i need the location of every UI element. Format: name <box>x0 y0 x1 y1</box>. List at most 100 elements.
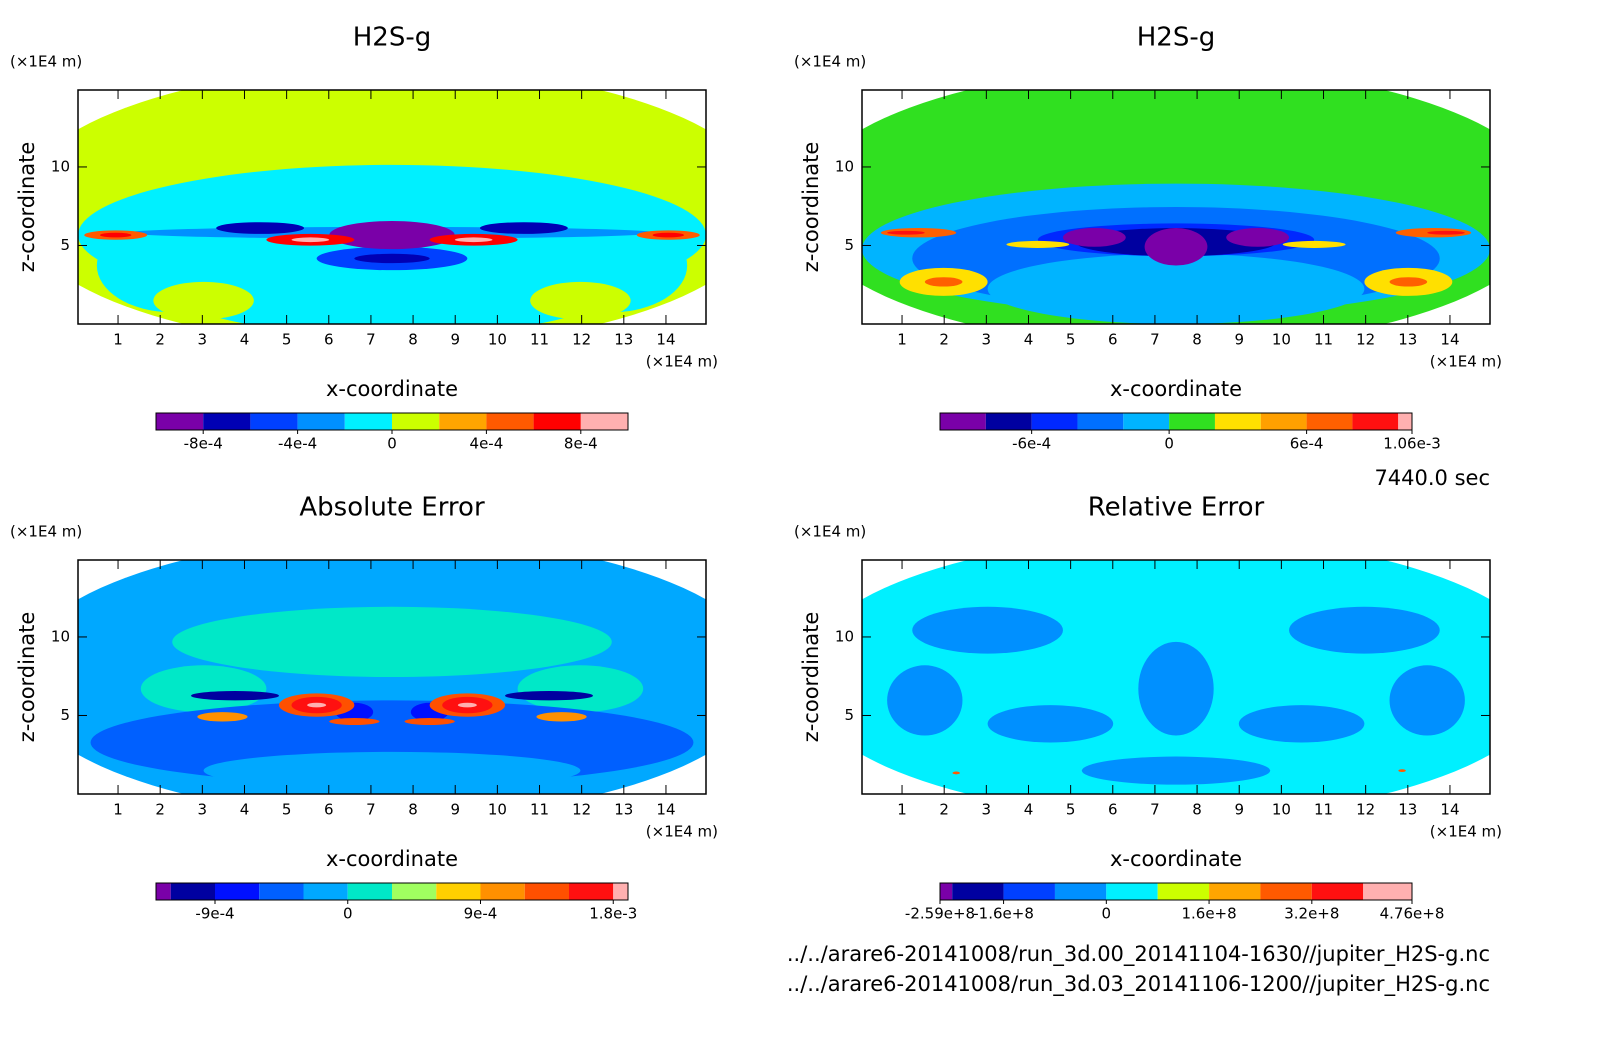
contour-region <box>140 665 267 713</box>
y-unit: (×1E4 m) <box>794 53 866 71</box>
x-tick-label: 14 <box>1440 801 1459 819</box>
colorbar-segment <box>156 413 204 430</box>
colorbar-segment <box>439 413 487 430</box>
x-tick-label: 10 <box>488 801 507 819</box>
contour-region <box>153 281 254 320</box>
x-tick-label: 1 <box>897 801 907 819</box>
colorbar-segment <box>985 413 1032 430</box>
x-tick-label: 12 <box>572 801 591 819</box>
contour-region <box>191 691 279 701</box>
colorbar-segment <box>1352 413 1399 430</box>
colorbar-tick-label: 3.2e+8 <box>1284 905 1339 923</box>
x-tick-label: 14 <box>1440 331 1459 349</box>
x-tick-label: 13 <box>614 331 633 349</box>
x-tick-label: 11 <box>530 331 549 349</box>
colorbar-segment <box>952 883 1004 900</box>
contour-region <box>887 665 963 736</box>
contour-region <box>291 237 330 243</box>
contour-region <box>952 771 960 775</box>
panel-title: H2S-g <box>1137 23 1215 53</box>
colorbar-segment <box>1260 413 1307 430</box>
x-tick-label: 7 <box>1150 331 1160 349</box>
contour-region <box>987 253 1365 324</box>
x-tick-label: 1 <box>897 331 907 349</box>
x-tick-label: 8 <box>408 331 418 349</box>
panel: Absolute Error (×1E4 m) (×1E4 m) z-coordina… <box>10 493 718 923</box>
colorbar-segment <box>1077 413 1124 430</box>
colorbar-segment <box>1311 883 1364 900</box>
panel: Relative Error (×1E4 m) (×1E4 m) z-coordina… <box>794 493 1502 923</box>
colorbar-segment <box>1306 413 1353 430</box>
contour-field <box>78 90 706 324</box>
contour-region <box>1389 665 1465 736</box>
colorbar-tick-label: 1.06e-3 <box>1383 435 1441 453</box>
x-tick-label: 6 <box>324 331 334 349</box>
contour-region <box>216 222 305 234</box>
colorbar-tick-label: 1.6e+8 <box>1181 905 1236 923</box>
x-tick-label: 5 <box>1066 801 1076 819</box>
colorbar-tick-label: -6e-4 <box>1012 435 1051 453</box>
colorbar-segment <box>940 413 986 430</box>
x-tick-label: 3 <box>982 331 992 349</box>
contour-region <box>99 232 132 238</box>
contour-region <box>530 281 631 320</box>
contour-region <box>172 242 612 324</box>
x-tick-label: 10 <box>1272 331 1291 349</box>
file-path: ../../arare6-20141008/run_3d.03_20141106… <box>787 972 1490 997</box>
y-unit: (×1E4 m) <box>794 523 866 541</box>
x-tick-label: 7 <box>366 801 376 819</box>
x-tick-label: 9 <box>450 331 460 349</box>
colorbar-segment <box>259 883 304 900</box>
file-path: ../../arare6-20141008/run_3d.00_20141104… <box>787 942 1490 967</box>
colorbar-tick-label: 4e-4 <box>470 435 504 453</box>
x-tick-label: 12 <box>1356 331 1375 349</box>
colorbar-segment <box>524 883 569 900</box>
x-tick-label: 12 <box>572 331 591 349</box>
x-axis-label: x-coordinate <box>1110 847 1242 871</box>
contour-region <box>1138 641 1214 736</box>
x-tick-label: 13 <box>614 801 633 819</box>
colorbar-segment <box>1157 883 1210 900</box>
contour-region <box>197 712 248 722</box>
colorbar-segment <box>1031 413 1078 430</box>
colorbar-segment <box>1260 883 1312 900</box>
x-tick-label: 10 <box>488 331 507 349</box>
colorbar-segment <box>170 883 215 900</box>
colorbar-frame <box>939 412 1413 431</box>
colorbar-segment <box>392 413 440 430</box>
contour-region <box>307 702 327 708</box>
x-tick-label: 6 <box>324 801 334 819</box>
contour-region <box>1006 240 1070 248</box>
colorbar-segment <box>392 883 437 900</box>
x-tick-label: 9 <box>450 801 460 819</box>
contour-region <box>329 717 380 725</box>
x-tick-label: 14 <box>656 331 675 349</box>
colorbar-segment <box>569 883 614 900</box>
x-tick-label: 13 <box>1398 331 1417 349</box>
colorbar-segment <box>1363 883 1412 900</box>
colorbar-tick-label: -9e-4 <box>195 905 234 923</box>
contour-region <box>354 253 430 264</box>
colorbar-tick-label: -8e-4 <box>184 435 223 453</box>
colorbar-frame <box>155 882 629 901</box>
x-tick-label: 5 <box>1066 331 1076 349</box>
colorbar-segment <box>303 883 348 900</box>
contour-region <box>1389 277 1428 287</box>
plot-frame <box>77 559 707 795</box>
y-axis-label: z-coordinate <box>15 142 39 273</box>
panel: H2S-g (×1E4 m) (×1E4 m) z-coordinate x-coord… <box>10 23 718 453</box>
panel-title: H2S-g <box>353 23 431 53</box>
x-tick-label: 11 <box>1314 331 1333 349</box>
x-unit: (×1E4 m) <box>1430 353 1502 371</box>
contour-field <box>862 560 1490 794</box>
contour-region <box>404 717 455 725</box>
x-tick-label: 3 <box>982 801 992 819</box>
colorbar-frame <box>939 882 1413 901</box>
x-tick-label: 1 <box>113 331 123 349</box>
contour-region <box>1398 769 1406 773</box>
contour-region <box>505 691 593 701</box>
panel-title: Absolute Error <box>299 493 485 523</box>
x-tick-label: 6 <box>1108 331 1118 349</box>
contour-region <box>517 665 644 713</box>
y-axis-label: z-coordinate <box>15 612 39 743</box>
